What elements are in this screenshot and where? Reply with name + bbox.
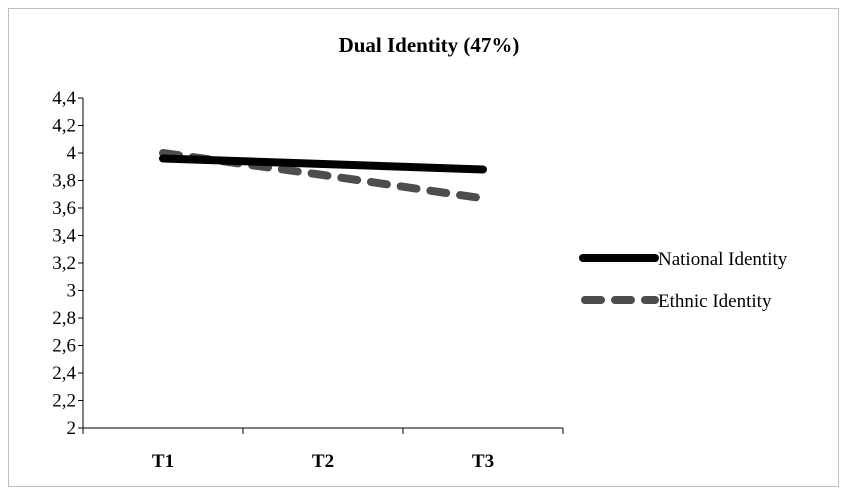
y-tick-label: 3,8: [52, 171, 76, 192]
y-tick-label: 2,8: [52, 308, 76, 329]
chart-title: Dual Identity (47%): [339, 33, 520, 57]
y-tick-label: 4,4: [52, 88, 76, 109]
y-tick-label: 4: [67, 143, 77, 164]
series-line-national-identity: [159, 154, 487, 174]
y-tick-label: 3,6: [52, 198, 76, 219]
y-tick-label: 4,2: [52, 116, 76, 137]
legend-label: Ethnic Identity: [658, 291, 772, 312]
axes: 2 2,2 2,4 2,6 2,8 3 3,2 3,4 3,6 3,8 4 4,2 4,4 T1 T2 T3: [52, 88, 564, 472]
x-category-label: T3: [472, 451, 494, 472]
y-tick-label: 3,4: [52, 226, 76, 247]
x-category-label: T2: [312, 451, 334, 472]
y-tick-label: 3,2: [52, 253, 76, 274]
legend-label: National Identity: [658, 249, 788, 270]
y-tick-label: 2,4: [52, 363, 76, 384]
y-tick-label: 3: [67, 281, 77, 302]
series-line-ethnic-identity: [159, 149, 487, 203]
y-tick-label: 2,2: [52, 391, 76, 412]
series-layer: [159, 149, 487, 203]
y-tick-label: 2: [67, 418, 77, 439]
y-tick-label: 2,6: [52, 336, 76, 357]
legend: National Identity Ethnic Identity: [579, 249, 788, 312]
chart-frame: [8, 8, 839, 487]
x-category-label: T1: [152, 451, 174, 472]
